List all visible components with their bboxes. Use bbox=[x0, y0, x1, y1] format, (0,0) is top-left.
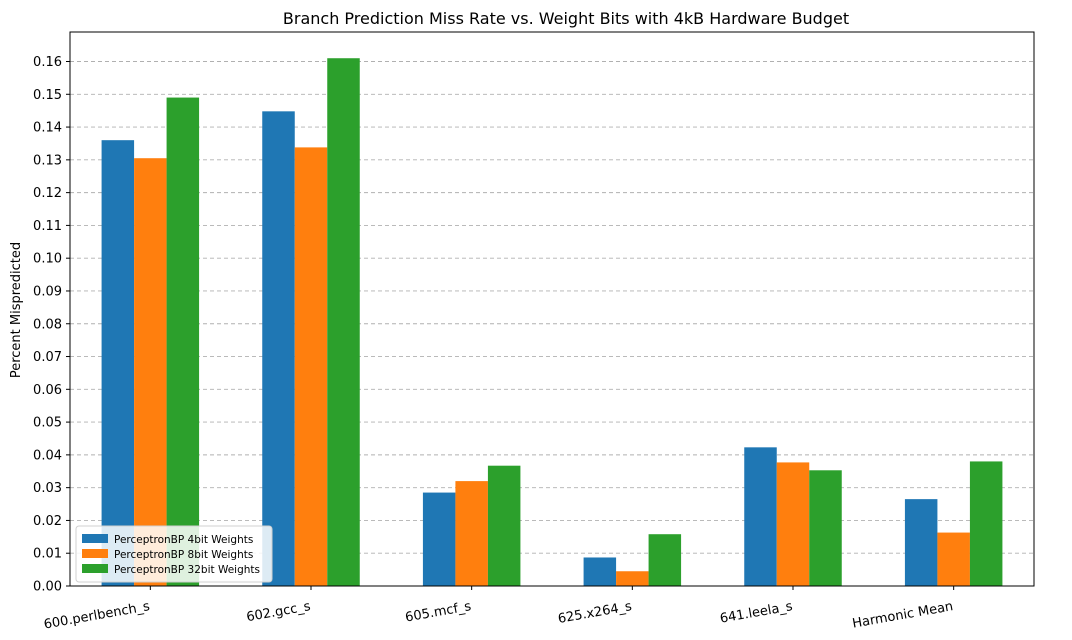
bar-2 bbox=[294, 147, 328, 586]
bar-1 bbox=[744, 447, 777, 586]
y-tick-label: 0.13 bbox=[33, 153, 62, 168]
y-tick-label: 0.04 bbox=[33, 448, 62, 463]
y-tick-label: 0.16 bbox=[33, 55, 62, 70]
chart-title: Branch Prediction Miss Rate vs. Weight B… bbox=[283, 9, 849, 28]
bar-3 bbox=[166, 97, 200, 586]
bar-2 bbox=[134, 158, 167, 587]
x-tick-label: 605.mcf_s bbox=[404, 599, 472, 625]
bar-3 bbox=[487, 465, 521, 586]
bar-2 bbox=[776, 462, 810, 586]
bar-2 bbox=[455, 481, 488, 586]
bars bbox=[101, 58, 1003, 587]
bar-1 bbox=[101, 140, 135, 586]
y-tick-label: 0.00 bbox=[33, 580, 62, 595]
y-tick-label: 0.02 bbox=[33, 514, 62, 529]
y-axis-label: Percent Mispredicted bbox=[9, 242, 24, 378]
legend-label: PerceptronBP 32bit Weights bbox=[114, 564, 260, 576]
y-tick-label: 0.08 bbox=[33, 317, 62, 332]
x-tick-label: 641.leela_s bbox=[719, 599, 794, 627]
legend-swatch bbox=[82, 564, 108, 573]
bar-3 bbox=[327, 58, 360, 586]
y-tick-label: 0.15 bbox=[33, 88, 62, 103]
y-tick-label: 0.12 bbox=[33, 186, 62, 201]
y-axis: 0.00 0.01 0.02 0.03 0.04 0.05 0.06 0.07 0.08 0.09… bbox=[33, 55, 70, 595]
y-tick-label: 0.03 bbox=[33, 481, 62, 496]
plot-frame bbox=[69, 31, 1035, 587]
legend: PerceptronBP 4bit Weights PerceptronBP 8b… bbox=[75, 525, 273, 583]
legend-box bbox=[75, 525, 273, 583]
bar-3 bbox=[969, 461, 1003, 586]
x-axis: 600.perlbench_s 602.gcc_s 605.mcf_s 625.x26… bbox=[43, 586, 954, 633]
bar-1 bbox=[262, 111, 295, 587]
bar-3 bbox=[648, 534, 682, 586]
x-tick-label: 625.x264_s bbox=[557, 599, 633, 627]
legend-label: PerceptronBP 8bit Weights bbox=[114, 549, 253, 561]
bar-2 bbox=[937, 532, 970, 586]
legend-label: PerceptronBP 4bit Weights bbox=[114, 534, 253, 546]
gridlines bbox=[70, 61, 1034, 554]
bar-1 bbox=[904, 499, 938, 586]
bar-1 bbox=[422, 492, 456, 586]
legend-swatch bbox=[82, 534, 108, 543]
x-tick-label: 602.gcc_s bbox=[245, 599, 312, 625]
bar-2 bbox=[616, 571, 649, 586]
y-tick-label: 0.01 bbox=[33, 547, 62, 562]
x-tick-label: Harmonic Mean bbox=[851, 599, 954, 631]
bar-3 bbox=[809, 470, 842, 586]
y-tick-label: 0.09 bbox=[33, 284, 62, 299]
legend-swatch bbox=[82, 549, 108, 558]
x-tick-label: 600.perlbench_s bbox=[43, 599, 151, 632]
y-tick-label: 0.10 bbox=[33, 252, 62, 267]
y-tick-label: 0.07 bbox=[33, 350, 62, 365]
y-tick-label: 0.11 bbox=[33, 219, 62, 234]
y-tick-label: 0.14 bbox=[33, 121, 62, 136]
y-tick-label: 0.06 bbox=[33, 383, 62, 398]
y-tick-label: 0.05 bbox=[33, 416, 62, 431]
bar-1 bbox=[583, 557, 617, 586]
